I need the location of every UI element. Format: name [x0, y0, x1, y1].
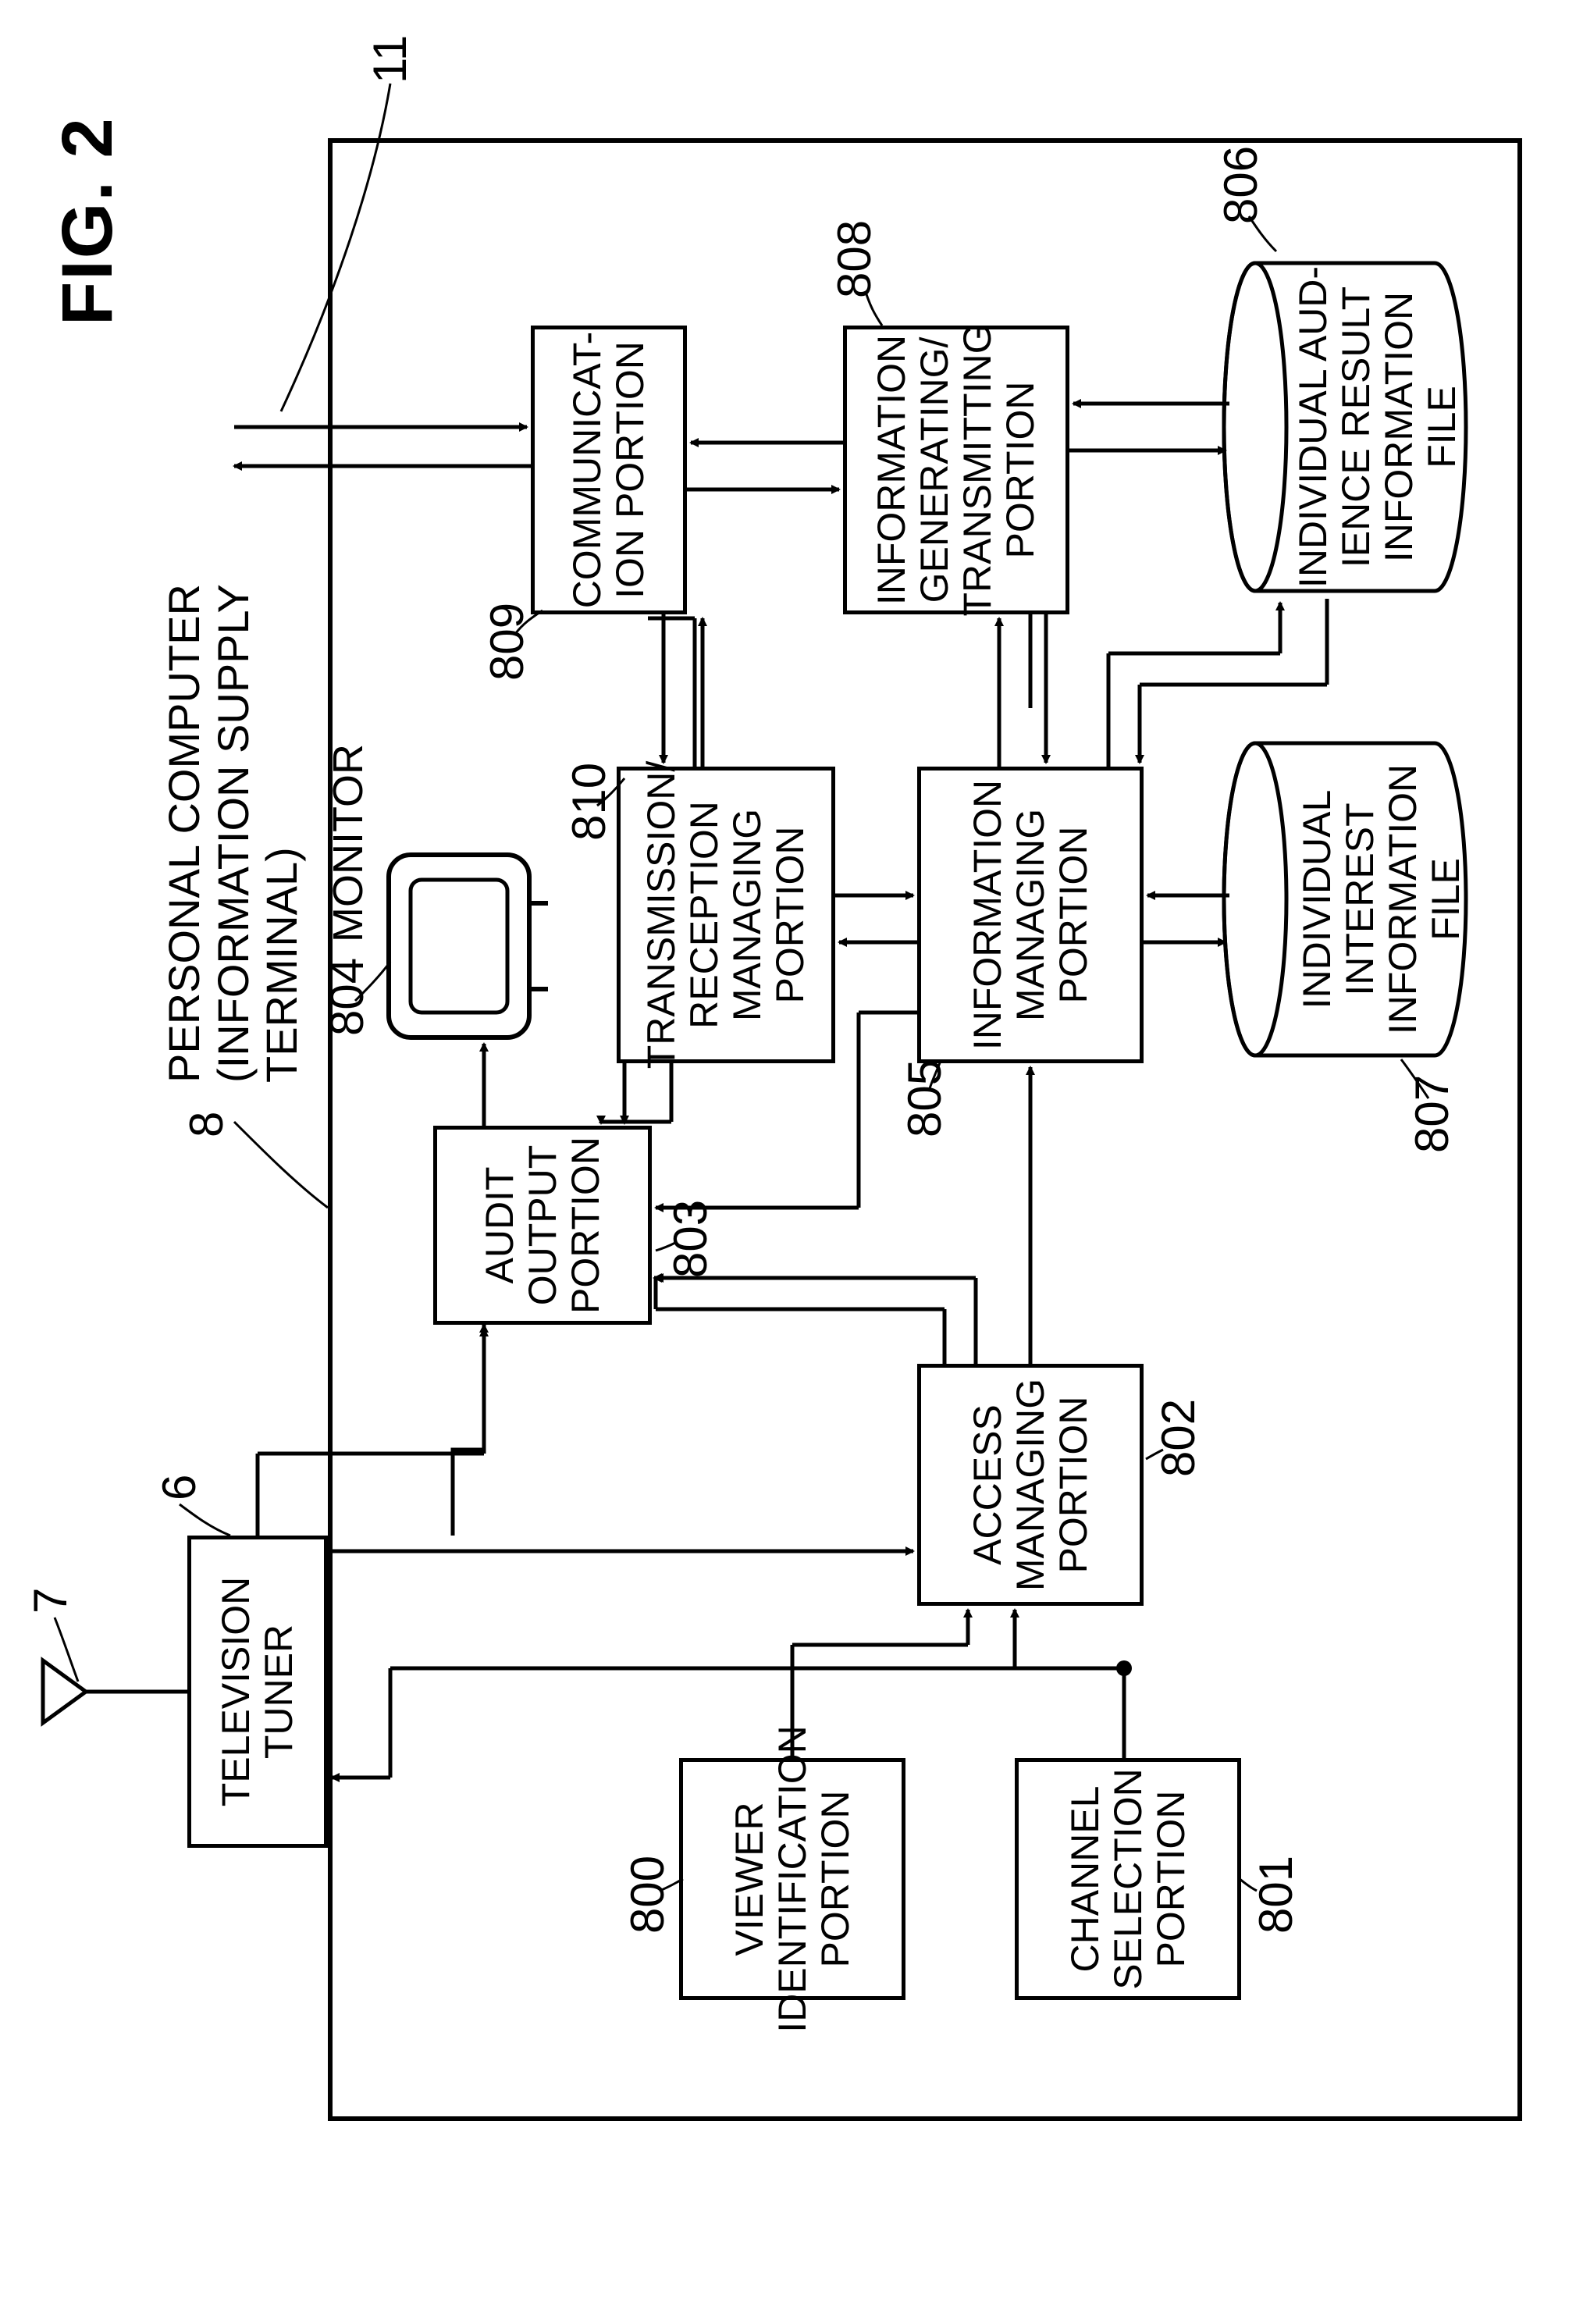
wires-svg	[0, 0, 1576, 2324]
